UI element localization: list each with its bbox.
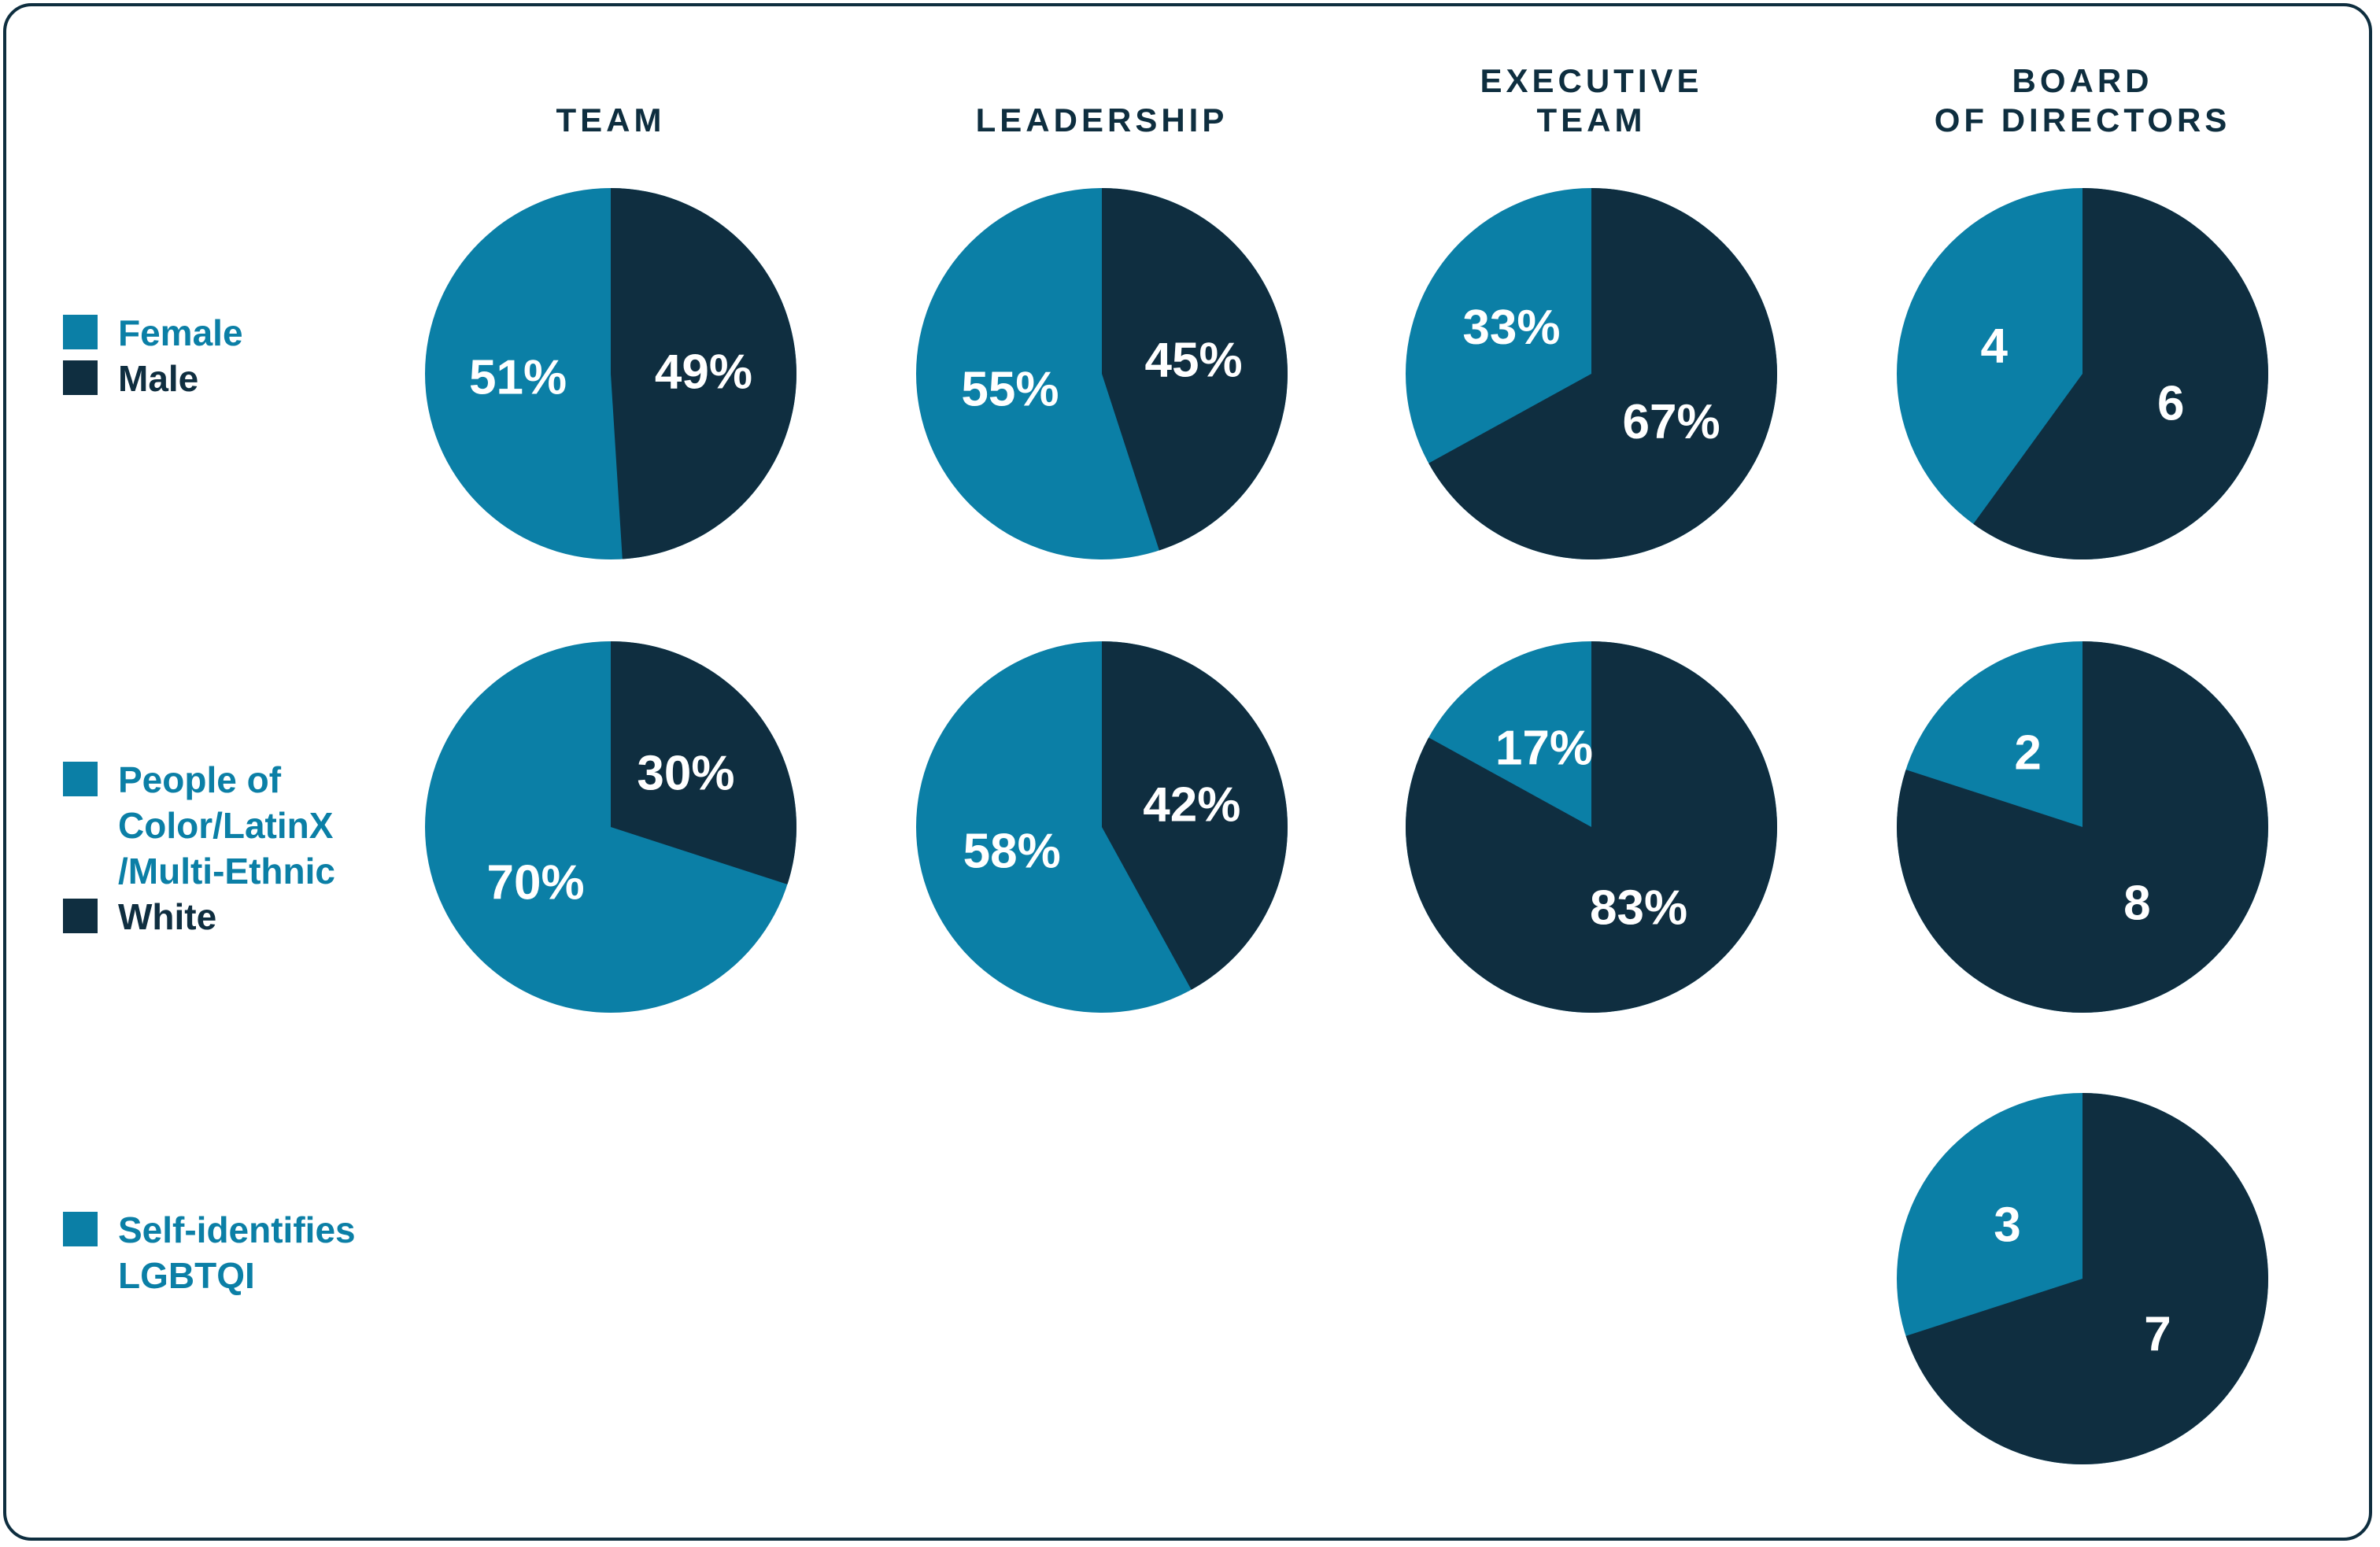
legend-swatch-white <box>63 899 98 933</box>
pie-label-secondary-executive-team-gender: 67% <box>1623 395 1720 449</box>
pie-slice-secondary-executive-team-gender <box>1428 188 1777 560</box>
pie-label-primary-board-of-directors-lgbtqi: 3 <box>1994 1198 2020 1253</box>
pie-label-secondary-board-of-directors-gender: 6 <box>2157 376 2184 430</box>
legend-people-of-color: People of Color/LatinX /Multi-Ethnic <box>63 757 335 894</box>
legend-white: White <box>63 894 216 940</box>
legend-swatch-female <box>63 315 98 349</box>
pie-label-secondary-leadership-ethnicity: 42% <box>1143 778 1240 833</box>
pie-label-secondary-board-of-directors-ethnicity: 8 <box>2123 876 2150 930</box>
legend-swatch-male <box>63 360 98 395</box>
pie-slice-secondary-executive-team-ethnicity <box>1406 641 1777 1013</box>
pie-label-primary-executive-team-gender: 33% <box>1462 301 1560 355</box>
header-board-of-directors: BOARD OF DIRECTORS <box>1934 62 2231 138</box>
legend-male: Male <box>63 356 198 401</box>
pie-slice-secondary-board-of-directors-gender <box>1973 188 2269 559</box>
pie-label-primary-leadership-ethnicity: 58% <box>963 824 1061 878</box>
legend-lgbtqi: Self-identifies LGBTQI <box>63 1207 356 1298</box>
pie-label-primary-executive-team-ethnicity: 17% <box>1495 721 1593 775</box>
header-team: TEAM <box>556 102 666 138</box>
pie-label-primary-team-ethnicity: 70% <box>486 855 584 910</box>
pie-slice-secondary-leadership-ethnicity <box>1102 641 1288 990</box>
legend-label-male: Male <box>118 358 199 399</box>
pie-label-secondary-team-gender: 49% <box>655 345 752 399</box>
pie-label-primary-board-of-directors-gender: 4 <box>1981 319 2009 374</box>
pie-slice-secondary-board-of-directors-ethnicity <box>1896 641 2269 1013</box>
legend-swatch-lgbtqi <box>63 1212 98 1246</box>
pie-slice-secondary-leadership-gender <box>1102 188 1288 551</box>
pie-label-secondary-executive-team-ethnicity: 83% <box>1590 881 1687 936</box>
pie-slice-secondary-team-gender <box>611 188 796 559</box>
legend-female: Female <box>63 310 243 356</box>
pie-label-primary-leadership-gender: 55% <box>961 362 1059 416</box>
pie-label-secondary-board-of-directors-lgbtqi: 7 <box>2144 1307 2171 1361</box>
legend-swatch-people-of-color <box>63 762 98 796</box>
pie-slice-secondary-board-of-directors-lgbtqi <box>1905 1093 2269 1464</box>
pie-label-secondary-leadership-gender: 45% <box>1145 334 1243 388</box>
chart-frame <box>3 3 2372 1541</box>
pie-slice-secondary-team-ethnicity <box>611 641 796 884</box>
legend-label-female: Female <box>118 312 243 353</box>
header-executive-team: EXECUTIVE TEAM <box>1480 62 1703 138</box>
pie-label-secondary-team-ethnicity: 30% <box>637 747 734 801</box>
legend-label-lgbtqi: Self-identifies LGBTQI <box>118 1209 356 1296</box>
pie-label-primary-board-of-directors-ethnicity: 2 <box>2014 726 2041 781</box>
header-leadership: LEADERSHIP <box>975 102 1229 138</box>
pie-label-primary-team-gender: 51% <box>469 351 567 405</box>
legend-label-white: White <box>118 896 217 937</box>
legend-label-people-of-color: People of Color/LatinX /Multi-Ethnic <box>118 759 335 892</box>
